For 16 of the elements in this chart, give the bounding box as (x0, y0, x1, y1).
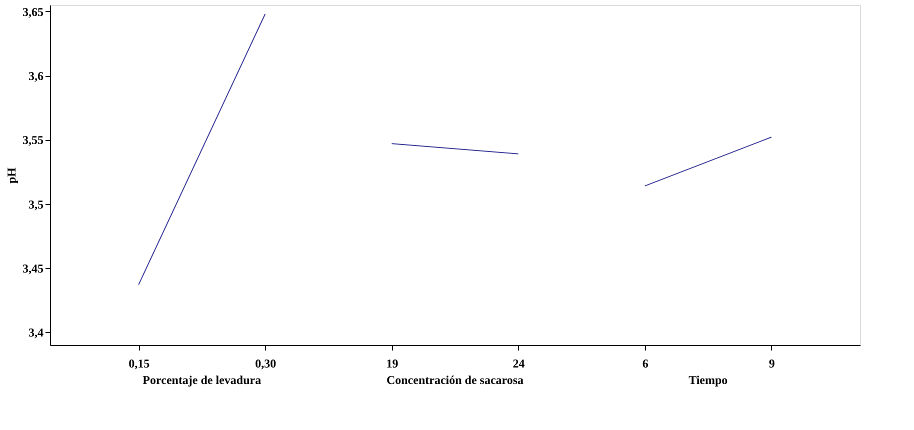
x-tick-label: 0,15 (128, 356, 150, 370)
y-tick-label: 3,5 (28, 197, 44, 212)
y-tick-label: 3,45 (22, 262, 44, 276)
y-tick-label: 3,4 (28, 326, 44, 340)
y-axis-title: pH (4, 166, 18, 184)
x-tick-label: 19 (386, 356, 398, 370)
x-tick-label: 9 (768, 356, 775, 370)
x-tick-label: 6 (642, 356, 648, 370)
text: Concentración de sacarosa (386, 373, 524, 387)
text: Tiempo (688, 373, 728, 387)
y-tick-label: 3,65 (22, 4, 44, 19)
x-tick-label: 0,30 (255, 356, 276, 370)
x-tick-label: 24 (512, 356, 525, 370)
y-tick-label: 3,55 (22, 133, 44, 148)
y-tick-label: 3,6 (28, 69, 44, 84)
text: Porcentaje de levadura (142, 373, 262, 387)
